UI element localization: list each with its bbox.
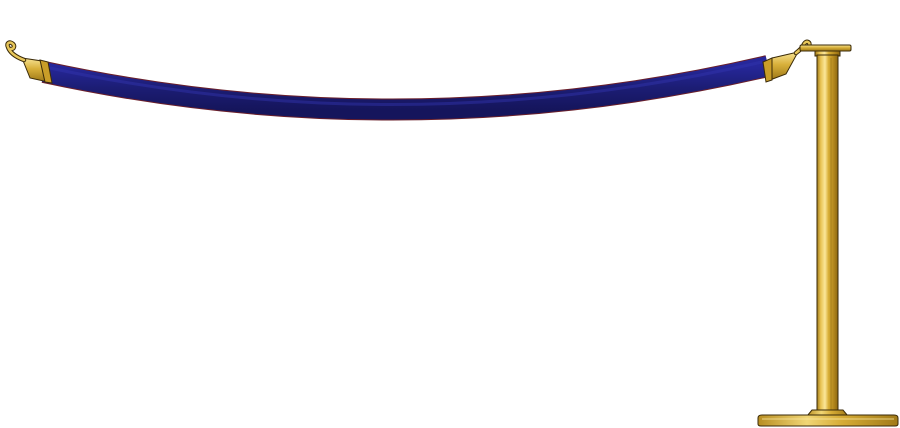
left-hook-inner	[6, 41, 26, 62]
rope-end-hook-icon	[5, 40, 53, 84]
stanchion-base-icon	[757, 409, 899, 427]
rope-end-hook-icon	[762, 39, 812, 83]
left-end-collar	[39, 59, 53, 84]
stanchion-pole	[816, 54, 839, 417]
right-end-cap	[769, 51, 799, 81]
velvet-rope-icon	[41, 55, 771, 121]
stanchion-post-icon	[757, 44, 899, 427]
stanchion-cap-icon	[799, 44, 852, 57]
rope-sheen	[49, 60, 763, 107]
right-end-collar	[762, 57, 773, 83]
rope-body-fill	[41, 56, 771, 120]
